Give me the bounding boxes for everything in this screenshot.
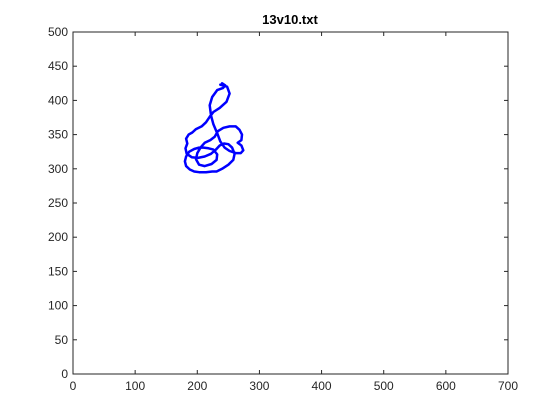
x-tick-label: 600 [436, 379, 456, 393]
x-tick-label: 300 [249, 379, 269, 393]
y-tick-label: 300 [48, 162, 68, 176]
x-tick-label: 100 [125, 379, 145, 393]
y-tick-label: 50 [55, 333, 69, 347]
y-tick-label: 500 [48, 25, 68, 39]
y-tick-label: 250 [48, 196, 68, 210]
x-tick-label: 500 [374, 379, 394, 393]
y-tick-label: 350 [48, 128, 68, 142]
y-tick-label: 150 [48, 264, 68, 278]
x-tick-label: 0 [70, 379, 77, 393]
plot-area [73, 32, 508, 374]
y-tick-label: 450 [48, 59, 68, 73]
y-tick-label: 100 [48, 299, 68, 313]
x-tick-label: 400 [312, 379, 332, 393]
y-tick-label: 200 [48, 230, 68, 244]
chart-title: 13v10.txt [262, 12, 318, 27]
y-tick-label: 0 [61, 367, 68, 381]
x-tick-label: 200 [187, 379, 207, 393]
y-tick-label: 400 [48, 93, 68, 107]
x-tick-label: 700 [498, 379, 518, 393]
